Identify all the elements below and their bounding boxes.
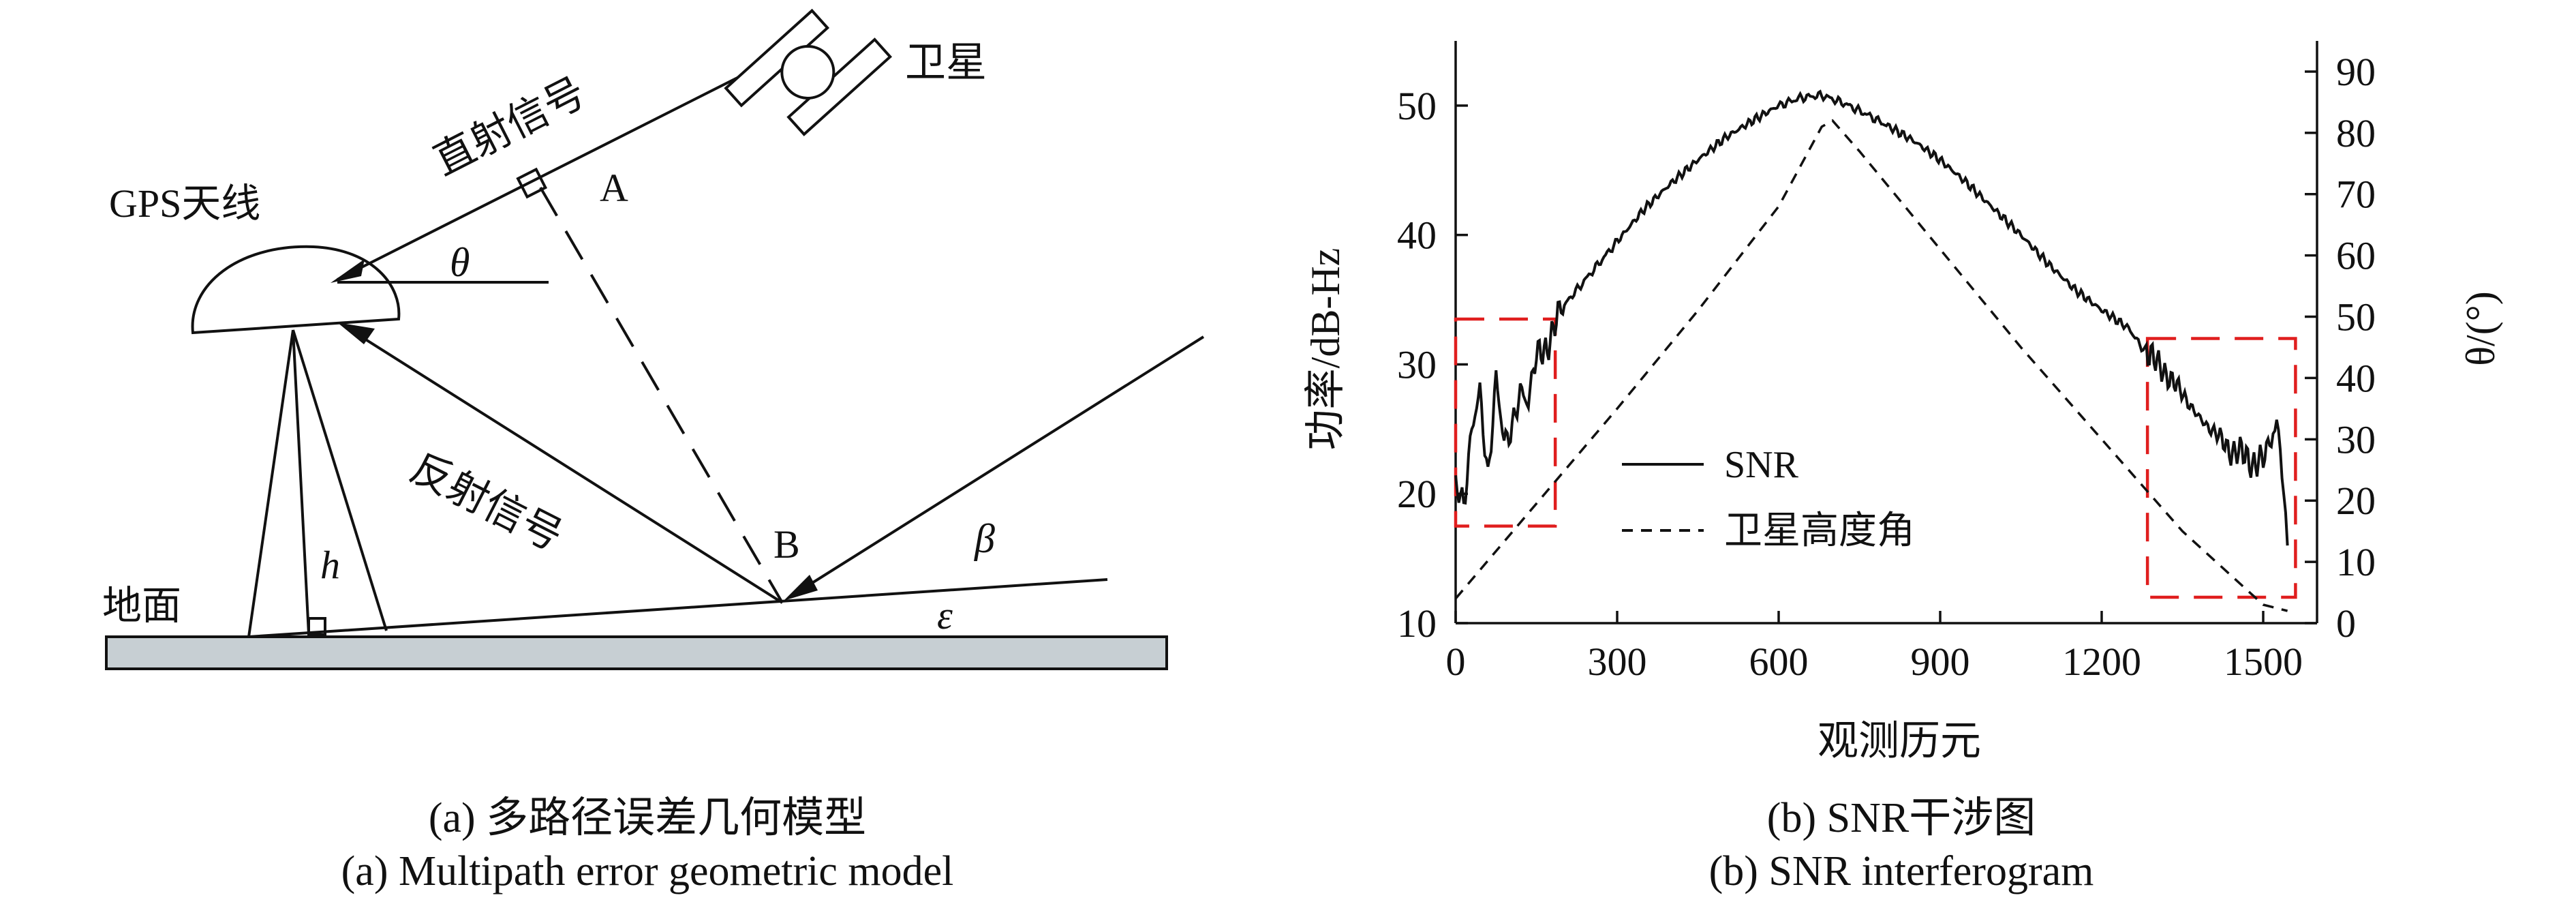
caption-left-zh: (a) 多路径误差几何模型 bbox=[428, 795, 867, 841]
y-tick-label-left: 30 bbox=[1397, 342, 1437, 387]
gps-antenna-label: GPS天线 bbox=[109, 181, 260, 226]
y-tick-label-right: 10 bbox=[2336, 540, 2376, 584]
x-tick-label: 1500 bbox=[2224, 640, 2303, 684]
direct-signal-arrowhead bbox=[331, 259, 365, 283]
reflecting-surface-line bbox=[248, 578, 1108, 638]
y-tick-label-right: 0 bbox=[2336, 601, 2356, 646]
satellite-label: 卫星 bbox=[905, 40, 987, 85]
y-tick-label-right: 80 bbox=[2336, 111, 2376, 155]
x-axis-title: 观测历元 bbox=[1818, 719, 1981, 764]
y-tick-label-left: 40 bbox=[1397, 213, 1437, 258]
height-label: h bbox=[320, 543, 340, 587]
y-tick-label-right: 60 bbox=[2336, 234, 2376, 278]
y-tick-label-right: 20 bbox=[2336, 479, 2376, 523]
antenna-height-line bbox=[292, 329, 310, 635]
highlight-box-2 bbox=[2145, 337, 2297, 599]
chart-ticks: 0 300 600 900 1200 15001020304050010203040506… bbox=[1397, 50, 2376, 684]
right-angle-mark-a bbox=[516, 167, 548, 199]
y-axis-title-left: 功率/dB-Hz bbox=[1303, 248, 1348, 451]
point-a-label: A bbox=[600, 166, 628, 210]
satellite-icon bbox=[724, 8, 893, 136]
ground-slab bbox=[105, 635, 1168, 670]
x-tick-label: 1200 bbox=[2062, 640, 2141, 684]
reflected-signal-label: 反射信号 bbox=[403, 445, 570, 560]
reflected-signal-arrowhead bbox=[337, 322, 375, 344]
incident-signal-ray bbox=[789, 335, 1205, 598]
path-difference-dashed-line bbox=[539, 186, 784, 604]
right-angle-mark-ground bbox=[307, 617, 326, 636]
ground-label: 地面 bbox=[102, 584, 181, 628]
antenna-support-right bbox=[292, 329, 388, 631]
chart-series bbox=[1454, 89, 2289, 612]
y-tick-label-left: 10 bbox=[1397, 601, 1437, 646]
gps-antenna-dome bbox=[191, 245, 401, 335]
multipath-geometry-diagram: 卫星 直射信号 GPS天线 θ A B 反射信号 h 地面 β ε bbox=[102, 8, 1205, 670]
series-line-elevation bbox=[1454, 119, 2288, 612]
point-b-label: B bbox=[773, 522, 800, 567]
legend-elevation-label: 卫星高度角 bbox=[1724, 510, 1915, 552]
x-tick-label: 0 bbox=[1446, 640, 1466, 684]
caption-right-zh: (b) SNR干涉图 bbox=[1766, 795, 2036, 841]
caption-right-en: (b) SNR interferogram bbox=[1708, 848, 2094, 895]
y-tick-label-right: 70 bbox=[2336, 172, 2376, 217]
incident-signal-arrowhead bbox=[784, 575, 818, 601]
y-axis-title-right: θ/(°) bbox=[2458, 291, 2503, 365]
y-tick-label-right: 30 bbox=[2336, 417, 2376, 462]
antenna-support-left bbox=[247, 329, 294, 637]
y-tick-label-right: 50 bbox=[2336, 295, 2376, 340]
epsilon-label: ε bbox=[937, 593, 953, 637]
y-tick-label-right: 40 bbox=[2336, 356, 2376, 400]
highlight-box-1 bbox=[1454, 317, 1557, 528]
legend-snr-label: SNR bbox=[1724, 444, 1799, 486]
x-tick-label: 600 bbox=[1749, 640, 1809, 684]
y-tick-label-left: 50 bbox=[1397, 84, 1437, 128]
beta-label: β bbox=[974, 516, 995, 561]
theta-label: θ bbox=[450, 240, 470, 285]
y-tick-label-left: 20 bbox=[1397, 472, 1437, 516]
chart-legend: SNR 卫星高度角 bbox=[1622, 444, 1915, 552]
x-tick-label: 900 bbox=[1911, 640, 1970, 684]
chart-highlight-boxes bbox=[1454, 317, 2297, 599]
y-tick-label-right: 90 bbox=[2336, 50, 2376, 94]
caption-left-en: (a) Multipath error geometric model bbox=[341, 848, 954, 895]
x-tick-label: 300 bbox=[1588, 640, 1647, 684]
direct-signal-label: 直射信号 bbox=[427, 70, 593, 184]
series-line-snr bbox=[1454, 89, 2289, 546]
reflected-signal-ray bbox=[343, 325, 784, 604]
snr-interferogram-chart: 0 300 600 900 1200 15001020304050010203040506… bbox=[1303, 41, 2503, 764]
